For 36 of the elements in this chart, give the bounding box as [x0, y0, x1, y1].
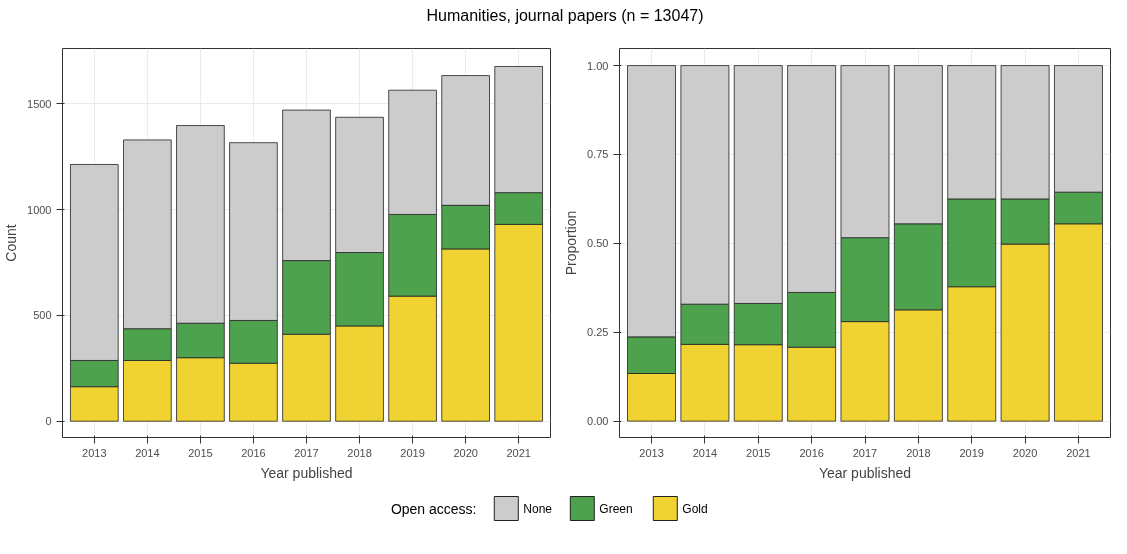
- x-tick-label: 2015: [188, 446, 213, 459]
- x-axis-title: Year published: [818, 464, 912, 481]
- y-tick-label: 0.00: [587, 415, 609, 428]
- x-tick-label: 2019: [400, 446, 425, 459]
- y-axis-title: Count: [3, 224, 20, 262]
- x-tick-label: 2021: [506, 446, 531, 459]
- x-axis-title: Year published: [260, 464, 353, 481]
- y-tick-label: 500: [33, 309, 52, 322]
- x-tick-label: 2016: [241, 446, 266, 459]
- x-tick-label: 2015: [746, 446, 771, 459]
- legend-label: Gold: [682, 501, 708, 516]
- x-tick-label: 2020: [453, 446, 478, 459]
- x-tick-label: 2017: [852, 446, 878, 459]
- y-tick-label: 0: [45, 415, 52, 428]
- y-tick-label: 1000: [27, 203, 52, 216]
- x-tick-label: 2018: [347, 446, 372, 459]
- chart-title: Humanities, journal papers (n = 13047): [425, 6, 705, 26]
- x-tick-label: 2017: [294, 446, 319, 459]
- legend-title: Open access:: [390, 500, 477, 517]
- y-tick-label: 0.50: [587, 237, 609, 250]
- x-tick-label: 2020: [1012, 446, 1038, 459]
- x-tick-label: 2014: [692, 446, 718, 459]
- y-axis-title: Proportion: [563, 210, 580, 276]
- x-tick-label: 2018: [906, 446, 931, 459]
- x-tick-label: 2013: [82, 446, 107, 459]
- x-tick-label: 2021: [1066, 446, 1091, 459]
- legend-label: None: [523, 501, 553, 516]
- y-tick-label: 1500: [27, 97, 52, 110]
- y-tick-label: 1.00: [587, 59, 609, 72]
- y-tick-label: 0.25: [587, 326, 609, 339]
- x-tick-label: 2014: [135, 446, 160, 459]
- y-tick-label: 0.75: [587, 148, 609, 161]
- x-tick-label: 2016: [799, 446, 824, 459]
- x-tick-label: 2019: [959, 446, 984, 459]
- legend-label: Green: [599, 501, 633, 516]
- x-tick-label: 2013: [639, 446, 664, 459]
